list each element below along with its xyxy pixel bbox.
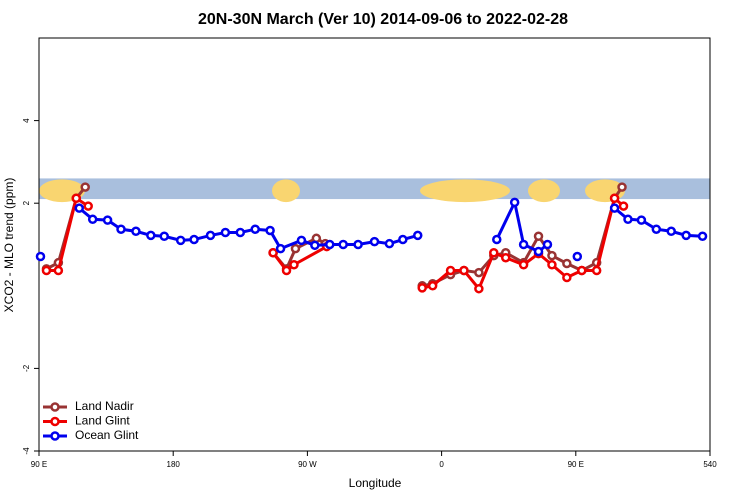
point <box>220 227 231 238</box>
point <box>427 281 438 291</box>
point <box>562 258 572 269</box>
point <box>609 193 620 203</box>
point <box>445 265 456 276</box>
point <box>87 214 98 225</box>
point <box>518 239 529 250</box>
point <box>296 235 307 246</box>
point <box>250 224 260 234</box>
map-land <box>420 179 510 203</box>
point <box>353 239 363 250</box>
point <box>509 197 520 208</box>
x-tick-label: 90 W <box>298 460 317 469</box>
point <box>666 226 676 237</box>
point <box>205 230 216 241</box>
point <box>623 214 633 225</box>
point <box>338 239 348 250</box>
legend-label: Land Nadir <box>75 399 134 413</box>
legend-marker <box>50 416 60 427</box>
legend-label: Ocean Glint <box>75 428 139 442</box>
legend-marker <box>50 431 60 441</box>
x-tick-label: 90 E <box>568 460 584 469</box>
point <box>384 238 395 249</box>
chart-title: 20N-30N March (Ver 10) 2014-09-06 to 202… <box>198 11 568 28</box>
point <box>651 224 662 234</box>
point <box>116 224 126 234</box>
point <box>474 267 484 278</box>
y-tick-label: 2 <box>22 200 31 205</box>
legend-marker <box>50 402 60 412</box>
point <box>547 259 557 270</box>
point <box>325 239 335 250</box>
point <box>235 227 246 238</box>
point <box>636 215 647 225</box>
point <box>500 252 511 263</box>
point <box>697 231 708 241</box>
map-land <box>528 179 560 203</box>
point <box>310 240 320 251</box>
point <box>53 265 64 276</box>
point <box>542 239 553 250</box>
point <box>547 250 557 261</box>
y-tick-label: -4 <box>22 447 31 455</box>
point <box>281 265 292 276</box>
point <box>417 283 427 293</box>
point <box>572 251 583 262</box>
point <box>290 243 301 254</box>
point <box>146 230 156 241</box>
x-axis-label: Longitude <box>349 476 402 490</box>
plot-frame <box>38 37 711 452</box>
point <box>80 182 90 192</box>
point <box>474 283 484 294</box>
point <box>533 231 544 241</box>
y-tick-label: 4 <box>22 118 31 123</box>
point <box>577 265 587 276</box>
x-tick-label: 0 <box>439 460 444 469</box>
point <box>681 230 691 241</box>
y-tick-label: -2 <box>22 364 31 372</box>
point <box>159 231 170 241</box>
point <box>533 246 544 257</box>
point <box>412 230 423 241</box>
map-land <box>272 179 300 203</box>
point <box>131 226 141 237</box>
y-axis-label: XCO2 - MLO trend (ppm) <box>2 178 16 313</box>
point <box>459 265 469 276</box>
point <box>268 248 278 258</box>
point <box>369 236 380 247</box>
x-tick-label: 180 <box>167 460 181 469</box>
point <box>492 234 502 245</box>
point <box>591 265 602 276</box>
point <box>489 248 499 258</box>
point <box>275 243 286 254</box>
point <box>41 265 52 276</box>
point <box>609 203 620 213</box>
point <box>175 235 186 246</box>
point <box>71 193 82 203</box>
point <box>35 251 46 262</box>
point <box>289 259 299 270</box>
point <box>398 234 408 245</box>
point <box>562 272 572 283</box>
point <box>102 215 113 225</box>
x-tick-label: 540 <box>703 460 717 469</box>
point <box>74 203 85 213</box>
point <box>265 225 275 236</box>
point <box>518 259 529 270</box>
legend-label: Land Glint <box>75 414 130 428</box>
point <box>617 182 627 192</box>
point <box>83 201 93 211</box>
point <box>618 201 629 211</box>
point <box>189 234 199 245</box>
x-tick-label: 90 E <box>31 460 47 469</box>
